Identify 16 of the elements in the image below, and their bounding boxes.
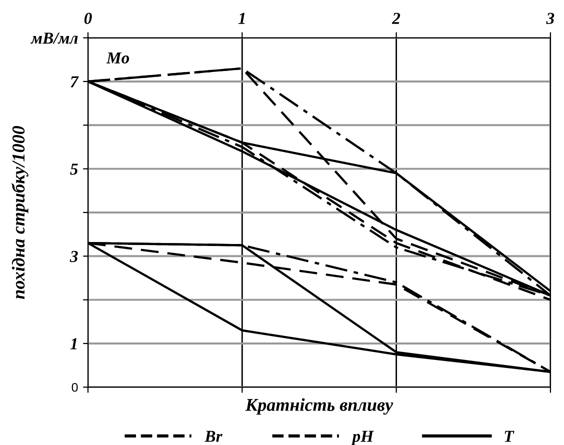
y-tick-label: 5 <box>70 164 78 175</box>
x-tick-label: 3 <box>546 12 554 24</box>
legend-label: pH <box>351 430 374 445</box>
legend-label: T <box>504 430 514 442</box>
legend-label: Br <box>204 430 222 442</box>
y-tick-label: 1 <box>70 338 77 350</box>
x-tick-label: 2 <box>392 12 400 24</box>
y-tick-label: мВ/мл <box>30 32 78 44</box>
y-tick-label: 7 <box>70 76 79 88</box>
y-tick-label: 0 <box>72 382 78 392</box>
x-tick-label: 0 <box>84 12 92 24</box>
y-axis-title: похідна стрибку/1000 <box>12 126 28 299</box>
y-tick-label: 3 <box>70 250 78 262</box>
annotation: Mo <box>106 52 130 64</box>
x-tick-label: 1 <box>238 12 245 24</box>
x-axis-title: Кратність впливу <box>245 398 394 415</box>
